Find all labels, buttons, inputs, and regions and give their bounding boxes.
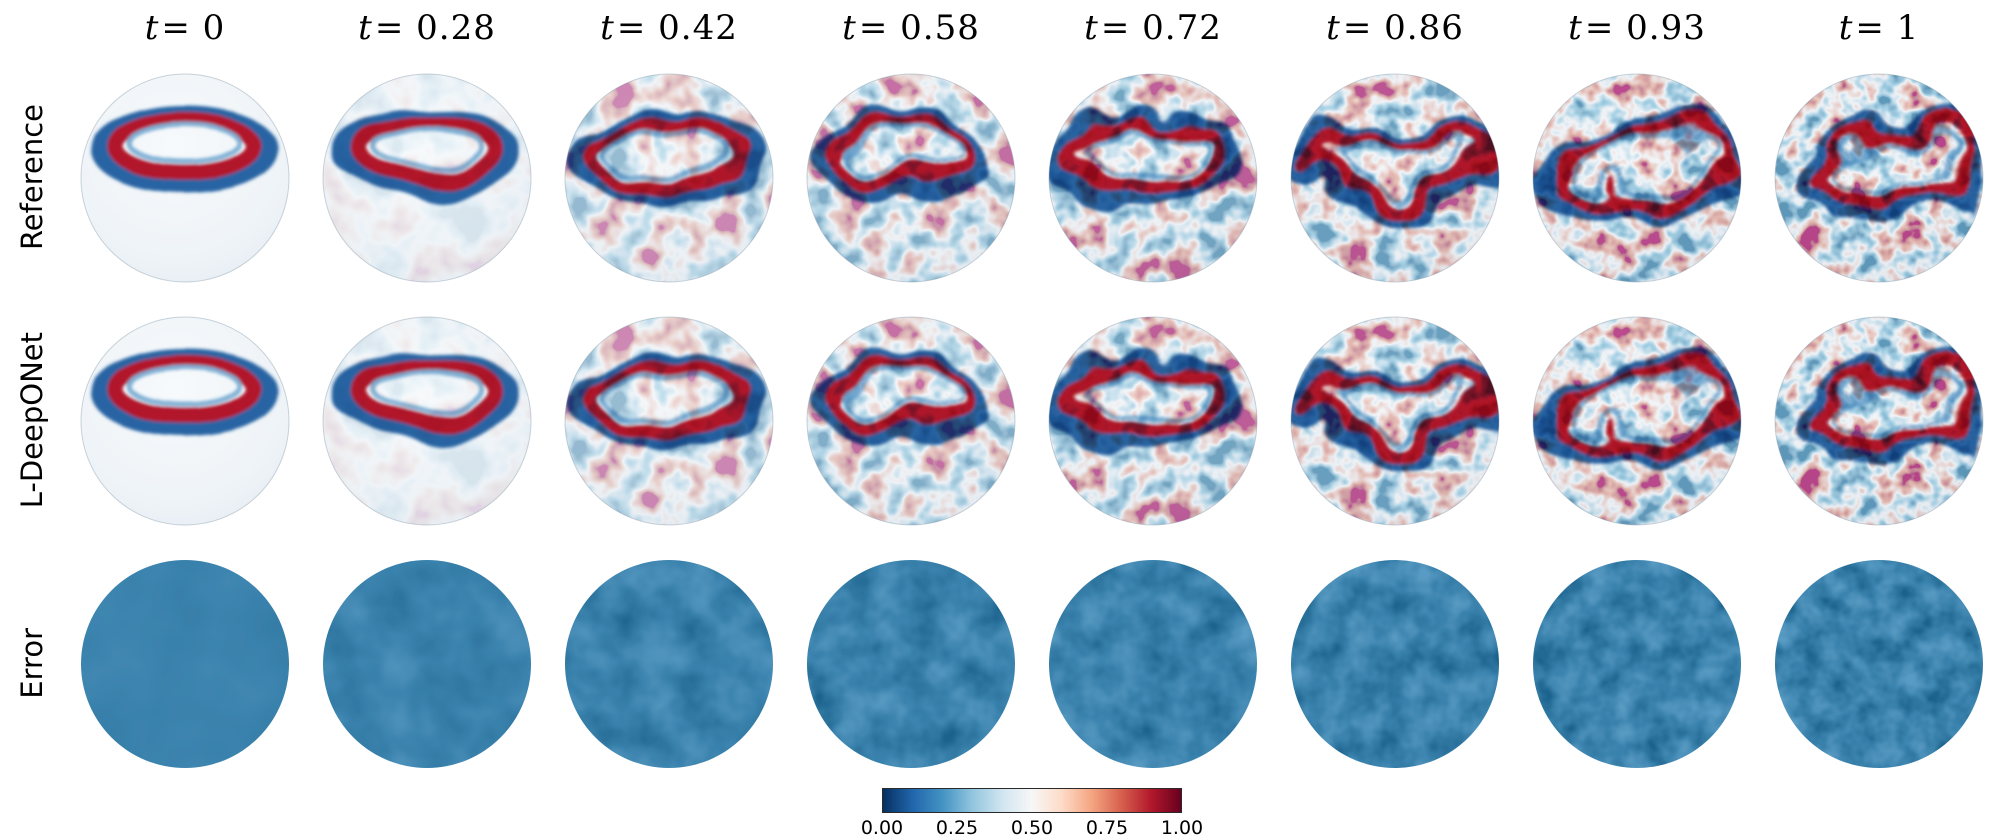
sphere-reference-col1 <box>322 73 532 282</box>
sphere-cell <box>548 299 790 542</box>
sphere-reference-col5 <box>1290 73 1500 282</box>
sphere-cell <box>790 56 1032 299</box>
colorbar-tick: 0.75 <box>1085 817 1129 839</box>
sphere-error-col3 <box>807 559 1015 768</box>
row-label-reference: Reference <box>0 56 64 299</box>
sphere-error-col7 <box>1775 559 1983 768</box>
time-label: t = 0.93 <box>1568 8 1706 48</box>
sphere-cell <box>1274 56 1516 299</box>
sphere-error-col6 <box>1533 559 1741 768</box>
sphere-cell <box>548 542 790 785</box>
row-label-text: Error <box>15 628 49 699</box>
sphere-reference-col3 <box>806 73 1016 282</box>
row-label-text: L-DeepONet <box>15 332 49 509</box>
sphere-cell <box>1516 299 1758 542</box>
sphere-reference-col0 <box>80 73 290 282</box>
sphere-cell <box>64 299 306 542</box>
sphere-error-col4 <box>1049 559 1257 768</box>
sphere-cell <box>1032 299 1274 542</box>
sphere-l-deeponet-col4 <box>1048 316 1258 525</box>
colorbar-tick: 1.00 <box>1160 817 1204 839</box>
sphere-cell <box>64 56 306 299</box>
sphere-cell <box>1032 542 1274 785</box>
sphere-cell <box>1758 56 2000 299</box>
sphere-l-deeponet-col5 <box>1290 316 1500 525</box>
sphere-cell <box>1274 299 1516 542</box>
time-label: t = 0.86 <box>1326 8 1464 48</box>
sphere-cell <box>790 542 1032 785</box>
sphere-l-deeponet-col1 <box>322 316 532 525</box>
colorbar-tick: 0.50 <box>1010 817 1054 839</box>
sphere-l-deeponet-col2 <box>564 316 774 525</box>
time-label: t = 0.28 <box>358 8 496 48</box>
sphere-l-deeponet-col6 <box>1532 316 1742 525</box>
sphere-cell <box>306 542 548 785</box>
row-label-l-deeponet: L-DeepONet <box>0 299 64 542</box>
sphere-cell <box>306 56 548 299</box>
sphere-cell <box>1758 299 2000 542</box>
sphere-cell <box>1516 542 1758 785</box>
sphere-cell <box>1758 542 2000 785</box>
sphere-cell <box>306 299 548 542</box>
colorbar-gradient <box>882 788 1182 813</box>
sphere-reference-col4 <box>1048 73 1258 282</box>
time-label: t = 0.72 <box>1084 8 1222 48</box>
sphere-l-deeponet-col3 <box>806 316 1016 525</box>
colorbar: 0.00 0.25 0.50 0.75 1.00 <box>861 788 1203 839</box>
sphere-error-col5 <box>1291 559 1499 768</box>
sphere-error-col1 <box>323 559 531 768</box>
time-label: t = 0.58 <box>842 8 980 48</box>
sphere-reference-col2 <box>564 73 774 282</box>
sphere-reference-col6 <box>1532 73 1742 282</box>
sphere-cell <box>790 299 1032 542</box>
sphere-error-col2 <box>565 559 773 768</box>
colorbar-tick: 0.00 <box>860 817 904 839</box>
sphere-cell <box>64 542 306 785</box>
sphere-l-deeponet-col0 <box>80 316 290 525</box>
sphere-cell <box>1516 56 1758 299</box>
sphere-cell <box>1274 542 1516 785</box>
sphere-error-col0 <box>81 559 289 768</box>
row-label-text: Reference <box>15 104 49 251</box>
sphere-l-deeponet-col7 <box>1774 316 1984 525</box>
sphere-cell <box>1032 56 1274 299</box>
time-label: t = 0 <box>144 8 226 48</box>
time-label: t = 1 <box>1838 8 1920 48</box>
row-label-error: Error <box>0 542 64 785</box>
colorbar-row: 0.00 0.25 0.50 0.75 1.00 <box>64 785 2000 839</box>
corner-spacer <box>0 0 64 56</box>
colorbar-tick: 0.25 <box>935 817 979 839</box>
sphere-reference-col7 <box>1774 73 1984 282</box>
time-label: t = 0.42 <box>600 8 738 48</box>
sphere-cell <box>548 56 790 299</box>
